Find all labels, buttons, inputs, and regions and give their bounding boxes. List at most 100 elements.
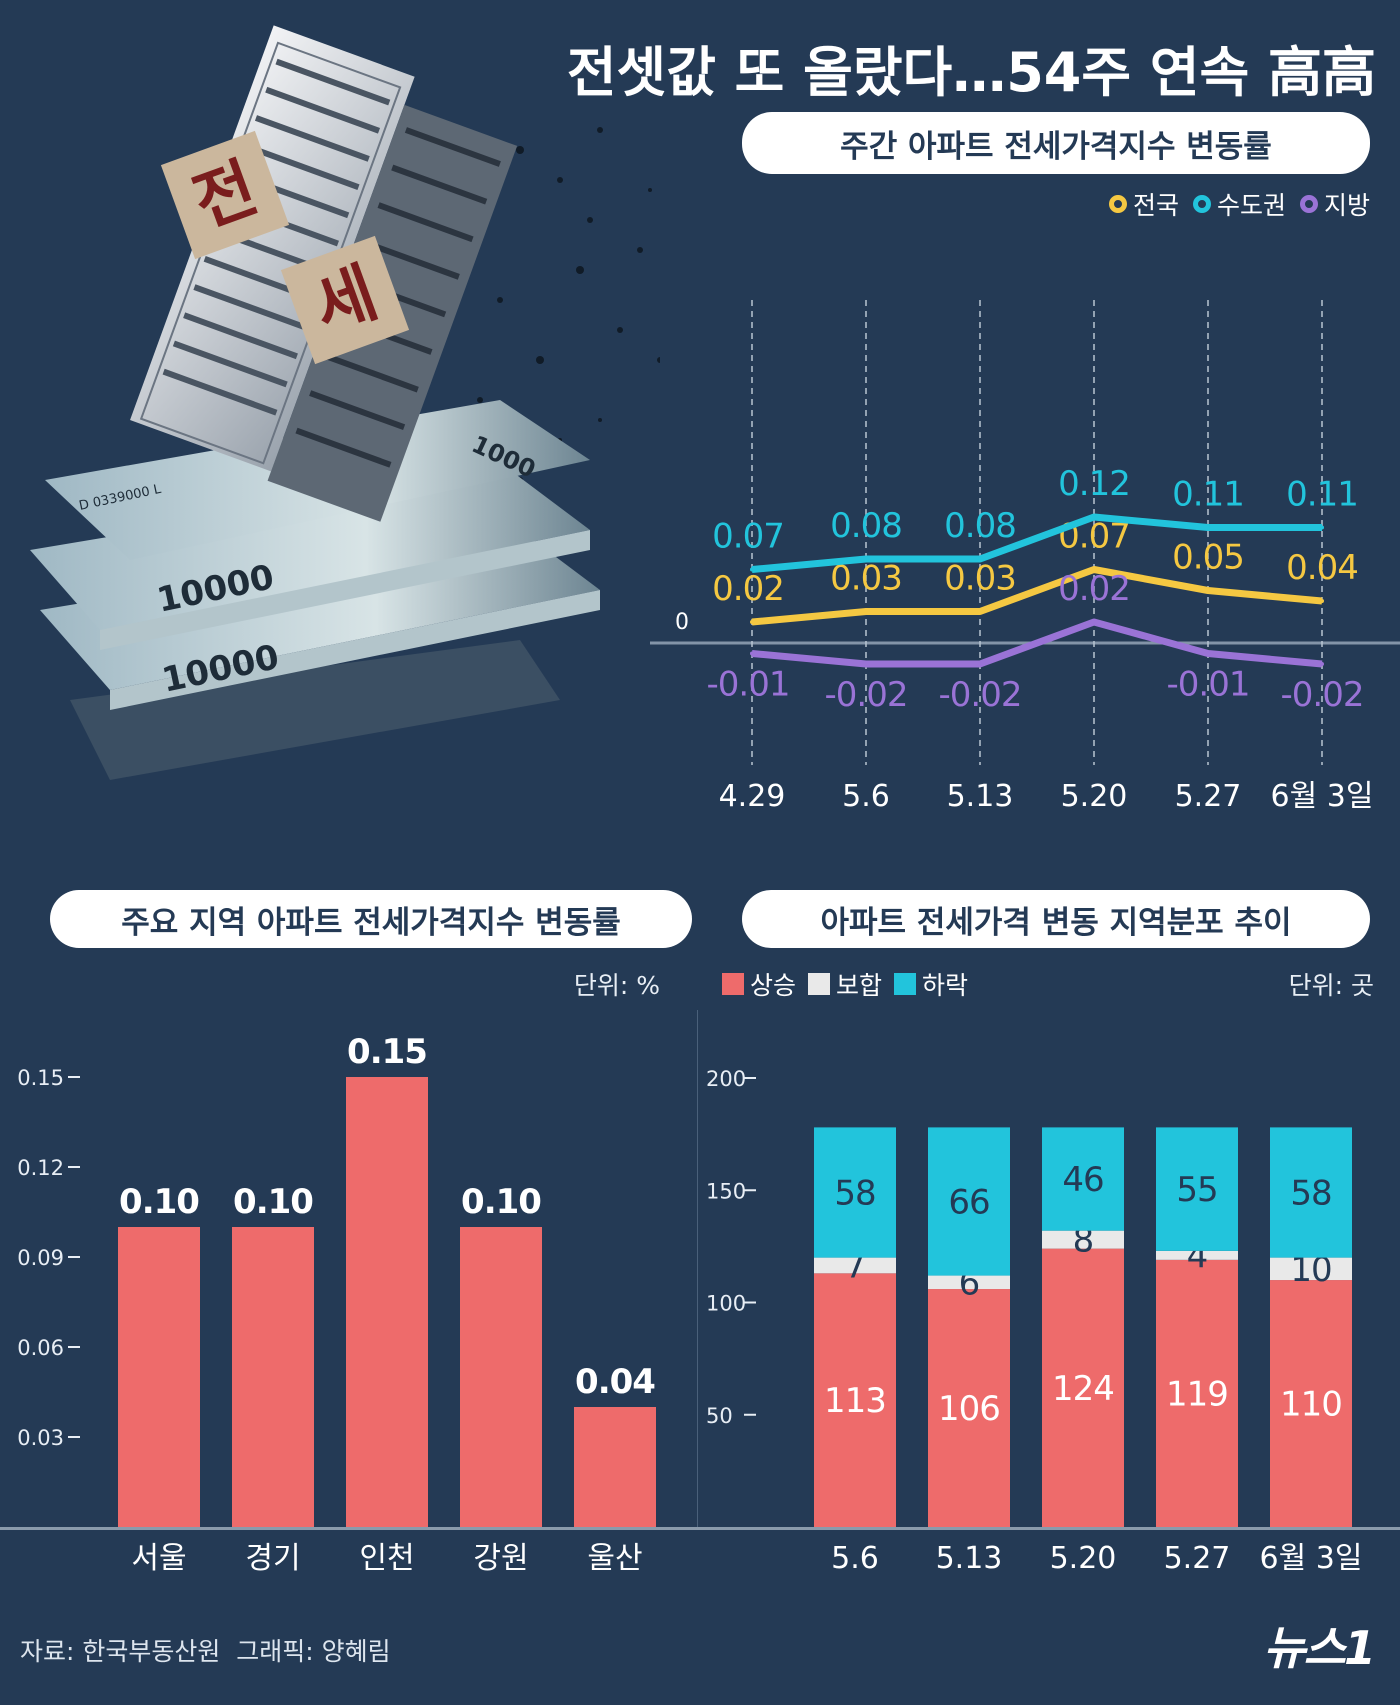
- data-label-region: -0.02: [1281, 675, 1364, 715]
- data-point-capital: [1320, 525, 1324, 530]
- segment-value-rise: 119: [1166, 1374, 1228, 1414]
- category-label: 서울: [131, 1541, 186, 1576]
- segment-value-fall: 46: [1062, 1160, 1103, 1200]
- data-point-region: [1206, 651, 1210, 656]
- category-label: 5.6: [831, 1541, 879, 1576]
- data-label-capital: 0.08: [830, 506, 902, 546]
- data-label-capital: 0.08: [944, 506, 1016, 546]
- money-stack: 10000 10000 1000 D 0339000 L: [30, 400, 600, 780]
- segment-value-fall: 55: [1176, 1170, 1217, 1210]
- stack-segment-fall: [928, 1127, 1010, 1276]
- bar-value-label: 0.10: [233, 1182, 313, 1222]
- stack-segment-flat: [1156, 1250, 1238, 1260]
- data-label-region: -0.01: [1167, 665, 1250, 705]
- bar-chart-unit: 단위: %: [573, 971, 660, 1000]
- data-label-region: -0.02: [825, 675, 908, 715]
- segment-value-fall: 58: [834, 1173, 875, 1213]
- stack-segment-flat: [814, 1257, 896, 1274]
- legend-flat-label: 보합: [836, 971, 883, 1000]
- series-line-national: [751, 566, 1323, 626]
- data-point-national: [864, 609, 868, 614]
- bar-value-label: 0.10: [119, 1182, 199, 1222]
- y-tick-label: 100: [706, 1292, 746, 1316]
- legend-region-dot: [1299, 195, 1318, 213]
- bar: [574, 1407, 656, 1527]
- stack-segment-rise: [814, 1273, 896, 1527]
- bar-value-label: 0.04: [575, 1362, 655, 1402]
- bar: [346, 1077, 428, 1527]
- data-point-region: [1092, 620, 1096, 624]
- data-point-national: [1092, 567, 1096, 572]
- bar: [232, 1227, 314, 1527]
- stacked-chart-legend: 상승 보합 하락: [722, 966, 968, 1002]
- stack-segment-fall: [1156, 1127, 1238, 1251]
- jeonse-sign-1: 전: [160, 130, 290, 260]
- logo-text: 뉴스1: [1263, 1621, 1376, 1675]
- legend-rise-swatch: [722, 973, 744, 995]
- line-chart-title: 주간 아파트 전세가격지수 변동률: [742, 112, 1370, 174]
- segment-value-fall: 58: [1290, 1173, 1331, 1213]
- stacked-chart-title: 아파트 전세가격 변동 지역분포 추이: [742, 890, 1370, 948]
- data-label-region: 0.02: [1058, 569, 1130, 609]
- data-label-national: 0.02: [712, 569, 784, 609]
- segment-value-rise: 106: [938, 1389, 1000, 1429]
- x-tick-label: 4.29: [719, 779, 786, 814]
- segment-value-rise: 124: [1052, 1369, 1114, 1409]
- stack-segment-rise: [1042, 1248, 1124, 1527]
- data-label-capital: 0.11: [1286, 475, 1358, 515]
- data-label-national: 0.04: [1286, 548, 1358, 588]
- bar-value-label: 0.10: [461, 1182, 541, 1222]
- bar-chart-title: 주요 지역 아파트 전세가격지수 변동률: [50, 890, 692, 948]
- stacked-chart: 501001502001137585.61066665.131248465.20…: [706, 1067, 1363, 1576]
- legend-fall-label: 하락: [922, 971, 969, 1000]
- data-point-national: [1206, 588, 1210, 593]
- x-tick-label: 5.13: [947, 779, 1014, 814]
- line-chart: 0 4.29 5.6 5.13 5.20 5.27 6월 3일 0.02 0.03 0.03 0.0…: [650, 300, 1400, 814]
- legend-national-label: 전국: [1132, 191, 1179, 220]
- data-point-capital: [978, 557, 982, 561]
- jeonse-sign-2: 세: [280, 235, 410, 365]
- segment-value-rise: 110: [1280, 1385, 1342, 1425]
- line-chart-legend: 전국 수도권 지방: [1108, 186, 1370, 222]
- bar: [118, 1227, 200, 1527]
- stack-segment-fall: [1042, 1127, 1124, 1231]
- category-label: 6월 3일: [1260, 1541, 1363, 1576]
- category-label: 5.13: [936, 1541, 1003, 1576]
- data-point-national: [1320, 599, 1324, 603]
- data-point-national: [750, 620, 754, 624]
- y-tick-label: 0.09: [17, 1246, 64, 1270]
- legend-rise-label: 상승: [750, 971, 797, 1000]
- footer-source: 자료: 한국부동산원 그래픽: 양혜림: [20, 1637, 391, 1666]
- category-label: 인천: [359, 1541, 414, 1576]
- segment-value-fall: 66: [948, 1182, 989, 1222]
- legend-capital-dot: [1192, 195, 1211, 213]
- stack-segment-fall: [1270, 1127, 1352, 1258]
- stack-segment-rise: [928, 1289, 1010, 1527]
- y-tick-label: 150: [706, 1179, 746, 1203]
- category-label: 강원: [473, 1541, 528, 1576]
- series-line-capital: [751, 513, 1322, 573]
- x-tick-label: 5.27: [1175, 779, 1242, 814]
- series-line-region: [751, 618, 1323, 668]
- y-tick-label: 50: [706, 1404, 733, 1428]
- data-label-national: 0.03: [830, 559, 902, 599]
- y-tick-label: 200: [706, 1067, 746, 1091]
- data-label-region: -0.01: [707, 665, 790, 705]
- category-label: 5.20: [1050, 1541, 1117, 1576]
- legend-national-dot: [1108, 195, 1127, 213]
- x-tick-label: 5.6: [842, 779, 890, 814]
- y-tick-label: 0.06: [17, 1336, 64, 1360]
- baseline: [0, 1527, 1400, 1530]
- y-tick-label: 0.12: [17, 1156, 64, 1180]
- data-label-capital: 0.12: [1058, 464, 1130, 504]
- stack-segment-rise: [1270, 1280, 1352, 1527]
- data-point-region: [1320, 662, 1324, 666]
- y-tick-label: 0.03: [17, 1426, 64, 1450]
- section-divider: [697, 1010, 698, 1530]
- stack-segment-flat: [1042, 1230, 1124, 1249]
- data-point-region: [750, 651, 754, 656]
- bar-chart: 0.03 0.06 0.09 0.12 0.15 0.10 서울 0.10 경기 0.15 인천 0.…: [17, 1032, 656, 1576]
- category-label: 5.27: [1164, 1541, 1231, 1576]
- stacked-chart-unit: 단위: 곳: [1288, 971, 1374, 1000]
- data-point-national: [978, 609, 982, 614]
